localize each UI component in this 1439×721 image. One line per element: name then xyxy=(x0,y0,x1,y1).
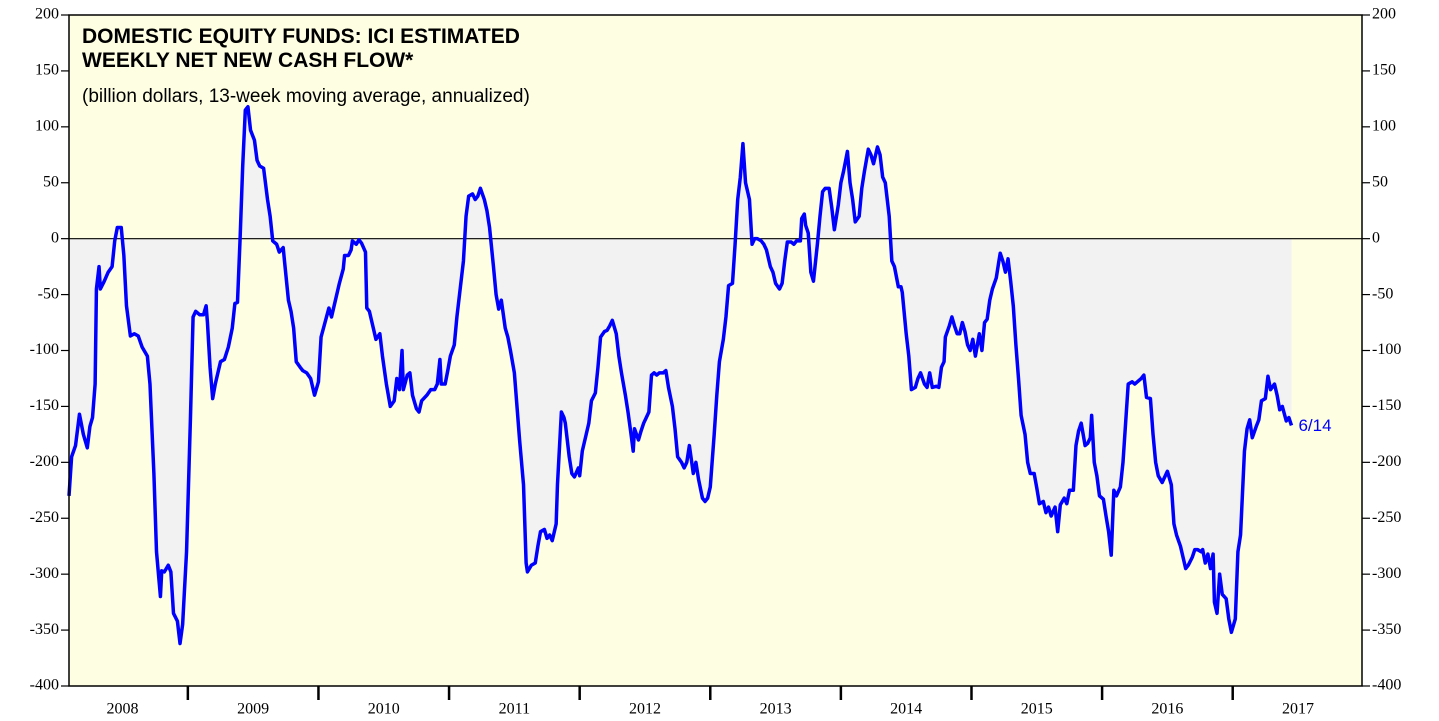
x-tick-label: 2010 xyxy=(368,701,400,718)
y-tick-label: -350 xyxy=(30,621,59,638)
y2-tick-label: 100 xyxy=(1372,118,1396,135)
y2-tick-label: -200 xyxy=(1372,453,1401,470)
y2-tick-label: -150 xyxy=(1372,397,1401,414)
y-tick-label: 50 xyxy=(43,173,59,190)
y2-tick-label: 50 xyxy=(1372,173,1388,190)
chart-title: DOMESTIC EQUITY FUNDS: ICI ESTIMATED xyxy=(82,25,520,48)
x-tick-label: 2016 xyxy=(1151,701,1183,718)
y-tick-label: -150 xyxy=(30,397,59,414)
line xyxy=(67,104,1294,646)
y2-tick-label: 200 xyxy=(1372,6,1396,23)
x-tick-label: 2013 xyxy=(760,701,792,718)
x-tick-label: 2014 xyxy=(890,701,922,718)
annotation: 6/14 xyxy=(1298,416,1331,435)
y2-tick-label: 0 xyxy=(1372,229,1380,246)
y2-tick-label: -300 xyxy=(1372,565,1401,582)
x-tick-label: 2017 xyxy=(1282,701,1314,718)
y2-tick-label: -50 xyxy=(1372,285,1393,302)
area xyxy=(69,106,1292,644)
y-tick-label: -100 xyxy=(30,341,59,358)
chart-subtitle: (billion dollars, 13-week moving average… xyxy=(82,86,530,107)
plot-layer xyxy=(67,104,1362,646)
x-tick-label: 2012 xyxy=(629,701,661,718)
x-tick-label: 2009 xyxy=(237,701,269,718)
y2-tick-label: 150 xyxy=(1372,62,1396,79)
y-tick-label: 150 xyxy=(35,62,59,79)
chart-title: WEEKLY NET NEW CASH FLOW* xyxy=(82,49,414,72)
y-tick-label: -250 xyxy=(30,509,59,526)
y2-tick-label: -400 xyxy=(1372,677,1401,694)
y-tick-label: 200 xyxy=(35,6,59,23)
y-tick-label: 0 xyxy=(51,229,59,246)
y-tick-label: -200 xyxy=(30,453,59,470)
x-tick-label: 2015 xyxy=(1021,701,1053,718)
x-tick-label: 2008 xyxy=(107,701,139,718)
y2-tick-label: -350 xyxy=(1372,621,1401,638)
y-tick-label: -400 xyxy=(30,677,59,694)
y2-tick-label: -250 xyxy=(1372,509,1401,526)
y-tick-label: -50 xyxy=(38,285,59,302)
x-tick-label: 2011 xyxy=(499,701,530,718)
y-tick-label: 100 xyxy=(35,118,59,135)
y2-tick-label: -100 xyxy=(1372,341,1401,358)
y-tick-label: -300 xyxy=(30,565,59,582)
